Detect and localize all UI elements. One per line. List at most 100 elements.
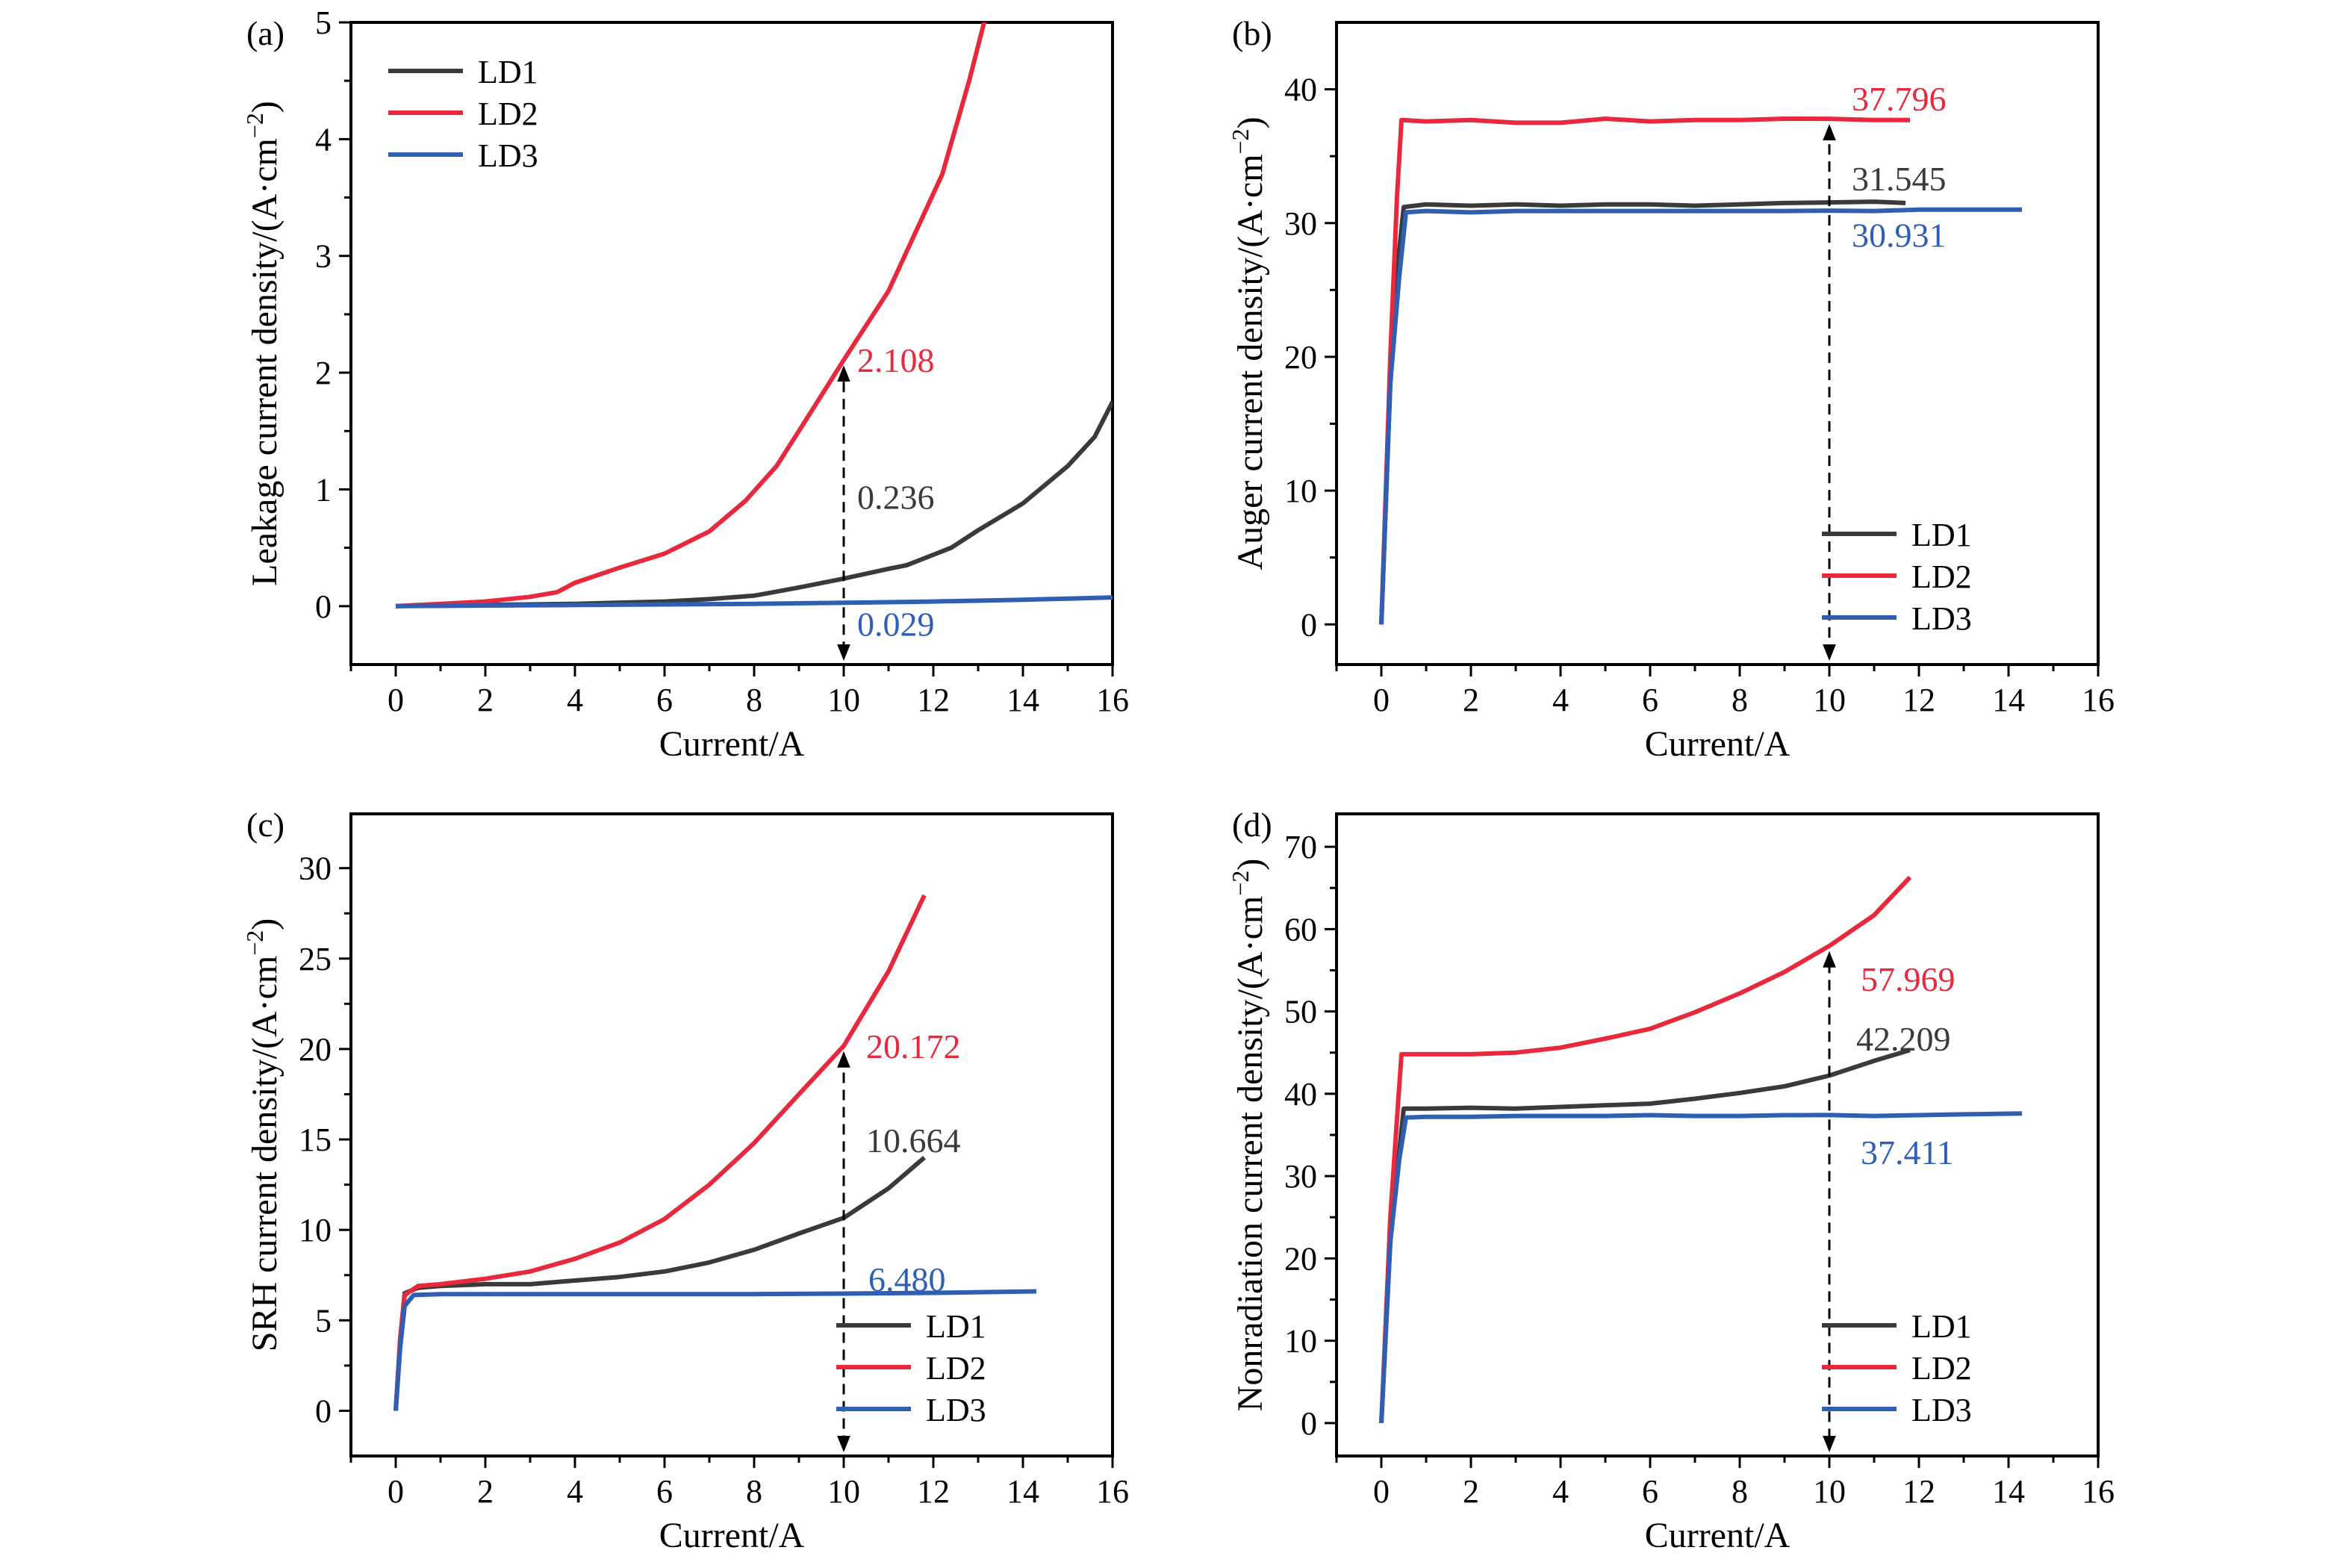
x-tick-label: 16 <box>2082 1473 2115 1510</box>
y-tick-label: 30 <box>299 850 332 887</box>
y-tick-label: 20 <box>299 1031 332 1068</box>
legend-label: LD2 <box>926 1350 986 1387</box>
x-tick-label: 0 <box>1373 1473 1390 1510</box>
series-line-ld3 <box>1379 207 2022 625</box>
y-tick-label: 70 <box>1284 829 1317 865</box>
value-annotation: 57.969 <box>1861 960 1956 998</box>
series-line-ld2 <box>393 894 927 1411</box>
x-tick-label: 12 <box>917 1473 950 1510</box>
y-axis-title: Nonradiation current density/(A·cm−2) <box>1227 859 1270 1411</box>
x-tick-label: 6 <box>1642 682 1658 718</box>
legend-label: LD1 <box>926 1308 986 1345</box>
y-axis-title-main: Auger current density/(A·cm <box>1231 154 1270 570</box>
x-axis-title: Current/A <box>659 724 805 764</box>
panel-tag: (c) <box>246 806 284 844</box>
series-line-ld1 <box>1379 1048 1911 1424</box>
chart-panel: (d) 0 2 4 6 8 10 12 14 16 0 10 20 30 40 50 60 70 Current/A… <box>1227 806 2115 1555</box>
legend-label: LD2 <box>478 96 538 132</box>
legend-label: LD2 <box>1911 559 1972 595</box>
y-axis-title-exponent: −2 <box>1227 871 1254 896</box>
panel-tag: (b) <box>1232 14 1272 52</box>
y-axis-title-main: Leakage current density/(A·cm <box>245 138 284 586</box>
x-tick-label: 2 <box>477 1473 494 1510</box>
chart-panel: (c) 0 2 4 6 8 10 12 14 16 0 5 10 15 20 25 30 Current/A SRH… <box>241 806 1129 1555</box>
value-annotation: 0.236 <box>857 478 935 516</box>
x-tick-label: 8 <box>1732 682 1748 718</box>
y-axis-title: Auger current density/(A·cm−2) <box>1227 116 1270 570</box>
x-tick-label: 0 <box>1373 682 1390 718</box>
series-line-ld3 <box>395 595 1113 609</box>
y-tick-label: 40 <box>1284 72 1317 108</box>
series-line-ld3 <box>1379 1111 2023 1424</box>
y-tick-label: 25 <box>299 941 332 977</box>
x-tick-label: 16 <box>1096 1473 1129 1510</box>
y-axis-title-exponent: −2 <box>1227 128 1254 154</box>
legend-label: LD3 <box>926 1392 986 1428</box>
panel-tag: (d) <box>1232 806 1272 844</box>
y-axis-title-tail: ) <box>1231 116 1270 128</box>
y-axis-title-main: SRH current density/(A·cm <box>245 956 284 1352</box>
series-line-ld1 <box>1379 199 1906 625</box>
series-line-ld2 <box>395 22 987 609</box>
plot-frame <box>1335 812 2100 1457</box>
y-tick-label: 15 <box>299 1121 332 1158</box>
x-tick-label: 2 <box>1463 1473 1479 1510</box>
y-tick-label: 0 <box>1301 1405 1317 1442</box>
value-annotation: 42.209 <box>1856 1020 1951 1058</box>
panel-tag: (a) <box>246 14 284 52</box>
y-tick-label: 1 <box>315 471 332 508</box>
x-tick-label: 2 <box>477 682 494 718</box>
x-axis-title: Current/A <box>659 1516 805 1555</box>
y-tick-label: 30 <box>1284 205 1317 242</box>
y-axis-title-exponent: −2 <box>241 113 268 138</box>
y-tick-label: 0 <box>315 588 332 625</box>
value-annotation: 10.664 <box>866 1121 961 1160</box>
series-line-ld1 <box>395 400 1113 609</box>
y-axis-title-main: Nonradiation current density/(A·cm <box>1231 896 1270 1411</box>
x-tick-label: 2 <box>1463 682 1479 718</box>
value-annotation: 20.172 <box>866 1027 961 1065</box>
x-tick-label: 6 <box>656 1473 673 1510</box>
y-axis-title: Leakage current density/(A·cm−2) <box>241 101 284 586</box>
series-line-ld2 <box>1379 875 1912 1424</box>
legend-label: LD1 <box>478 54 538 90</box>
y-tick-label: 20 <box>1284 1240 1317 1277</box>
x-tick-label: 10 <box>827 682 860 718</box>
x-tick-label: 10 <box>827 1473 860 1510</box>
y-tick-label: 60 <box>1284 911 1317 948</box>
y-tick-label: 10 <box>299 1212 332 1248</box>
y-tick-label: 10 <box>1284 473 1317 509</box>
y-tick-label: 2 <box>315 355 332 391</box>
y-tick-label: 40 <box>1284 1076 1317 1113</box>
x-tick-label: 4 <box>567 1473 583 1510</box>
y-tick-label: 20 <box>1284 339 1317 376</box>
x-tick-label: 8 <box>746 1473 762 1510</box>
value-annotation: 30.931 <box>1852 216 1947 254</box>
x-tick-label: 12 <box>917 682 950 718</box>
value-annotation: 37.796 <box>1852 80 1947 118</box>
plot-frame <box>1335 21 2100 666</box>
x-tick-label: 0 <box>388 1473 404 1510</box>
x-tick-label: 6 <box>1642 1473 1658 1510</box>
y-tick-label: 0 <box>315 1393 332 1429</box>
value-annotation: 37.411 <box>1861 1133 1954 1172</box>
x-tick-label: 14 <box>1007 682 1039 718</box>
x-tick-label: 14 <box>1992 682 2025 718</box>
x-tick-label: 4 <box>567 682 583 718</box>
x-tick-label: 6 <box>656 682 673 718</box>
legend-label: LD3 <box>1911 1392 1972 1428</box>
x-tick-label: 4 <box>1552 682 1569 718</box>
legend-label: LD3 <box>478 137 538 174</box>
x-tick-label: 8 <box>746 682 762 718</box>
plot-frame <box>349 21 1114 666</box>
x-tick-label: 10 <box>1813 682 1846 718</box>
y-tick-label: 10 <box>1284 1323 1317 1360</box>
y-tick-label: 4 <box>315 121 332 158</box>
y-axis-title-tail: ) <box>245 918 284 930</box>
y-tick-label: 0 <box>1301 606 1317 643</box>
value-annotation: 6.480 <box>868 1260 946 1298</box>
x-tick-label: 16 <box>2082 682 2115 718</box>
value-annotation: 0.029 <box>857 605 935 643</box>
